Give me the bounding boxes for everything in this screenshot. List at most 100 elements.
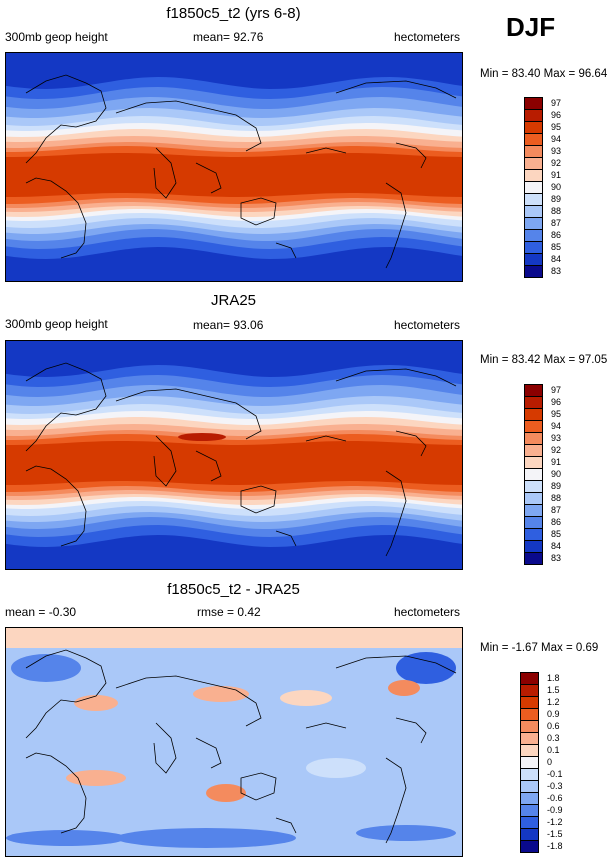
colorbar-swatch [524, 468, 543, 481]
colorbar-tick-label: 94 [551, 421, 562, 431]
contour-region [356, 825, 456, 841]
units-label: hectometers [394, 30, 461, 44]
units-label: hectometers [394, 605, 461, 619]
minmax-label: Min = -1.67 Max = 0.69 [480, 642, 599, 654]
colorbar-tick-label: 92 [551, 158, 562, 168]
coastline [115, 100, 262, 152]
minmax-label: Min = 83.42 Max = 97.05 [480, 354, 608, 366]
coastline [195, 450, 222, 482]
coastline [335, 655, 457, 674]
colorbar-tick-label: 88 [551, 493, 562, 503]
colorbar-tick-label: 1.8 [547, 673, 560, 683]
coastline [115, 388, 262, 440]
colorbar-swatch [520, 756, 539, 769]
coastline [240, 485, 277, 514]
map-field [6, 628, 462, 856]
colorbar-tick-label: 91 [551, 457, 562, 467]
coastline [153, 435, 177, 487]
colorbar-tick-label: 89 [551, 194, 562, 204]
contour-band [6, 153, 462, 197]
colorbar-swatch [524, 420, 543, 433]
coastline [25, 74, 107, 164]
colorbar-tick-label: -1.5 [547, 829, 563, 839]
colorbar-swatch [524, 265, 543, 278]
colorbar-swatch [524, 145, 543, 158]
colorbar-tick-label: -0.6 [547, 793, 563, 803]
coastline [335, 368, 457, 387]
colorbar-swatch [520, 732, 539, 745]
colorbar-swatch [524, 229, 543, 242]
colorbar-tick-label: 97 [551, 98, 562, 108]
colorbar-tick-label: 85 [551, 242, 562, 252]
coastline [153, 147, 177, 199]
mean-label: mean= 92.76 [193, 30, 264, 44]
colorbar-swatch [524, 432, 543, 445]
colorbar-swatch [524, 552, 543, 565]
coastline [195, 162, 222, 194]
mean-label: mean = -0.30 [5, 605, 77, 619]
contour-region [280, 690, 332, 706]
colorbar-tick-label: 85 [551, 529, 562, 539]
colorbar-swatch [524, 384, 543, 397]
colorbar-swatch [524, 504, 543, 517]
season-label: DJF [506, 12, 556, 42]
coastline [115, 675, 262, 727]
coastline [275, 817, 297, 834]
contour-region [396, 652, 456, 684]
colorbar-tick-label: 0.1 [547, 745, 560, 755]
colorbar-swatch [524, 396, 543, 409]
colorbar-tick-label: 0.9 [547, 709, 560, 719]
contour-region [11, 654, 81, 682]
colorbar-tick-label: 90 [551, 182, 562, 192]
colorbar-tick-label: 83 [551, 553, 562, 563]
colorbar-tick-label: -1.2 [547, 817, 563, 827]
colorbar-swatch [524, 408, 543, 421]
map-field [6, 341, 462, 569]
colorbar-tick-label: 96 [551, 110, 562, 120]
coastline [240, 772, 277, 801]
coastline [25, 752, 87, 834]
colorbar-tick-label: 88 [551, 206, 562, 216]
coastline [305, 722, 347, 729]
contour-region [193, 686, 249, 702]
colorbar-tick-label: 84 [551, 541, 562, 551]
coastline [385, 182, 407, 269]
colorbar-swatch [524, 109, 543, 122]
colorbar-swatch [524, 169, 543, 182]
colorbar-swatch [524, 456, 543, 469]
coastline [275, 530, 297, 547]
contour-region [6, 830, 126, 846]
colorbar-swatch [520, 804, 539, 817]
colorbar-swatch [520, 816, 539, 829]
colorbar-swatch [524, 157, 543, 170]
colorbar-swatch [520, 780, 539, 793]
colorbar-swatch [524, 540, 543, 553]
contour-band [6, 441, 462, 485]
colorbar-tick-label: 93 [551, 146, 562, 156]
contour-region [74, 695, 118, 711]
coastline [335, 80, 457, 99]
colorbar-tick-label: 84 [551, 254, 562, 264]
coastline [195, 737, 222, 769]
coastline [240, 197, 277, 226]
colorbar-swatch [524, 181, 543, 194]
colorbar-tick-label: 92 [551, 445, 562, 455]
colorbar-tick-label: 94 [551, 134, 562, 144]
colorbar-tick-label: -0.3 [547, 781, 563, 791]
colorbar-swatch [524, 241, 543, 254]
colorbar-swatch [524, 480, 543, 493]
coastline [25, 465, 87, 547]
colorbar-swatch [524, 492, 543, 505]
colorbar-swatch [520, 684, 539, 697]
colorbar-swatch [520, 696, 539, 709]
colorbar-swatch [520, 672, 539, 685]
colorbar-swatch [524, 217, 543, 230]
colorbar-tick-label: 86 [551, 517, 562, 527]
colorbar-swatch [520, 720, 539, 733]
colorbar-swatch [520, 792, 539, 805]
colorbar-tick-label: 87 [551, 505, 562, 515]
panel-title: JRA25 [210, 292, 257, 309]
colorbar-swatch [524, 528, 543, 541]
colorbar-swatch [520, 840, 539, 853]
coastline [305, 147, 347, 154]
